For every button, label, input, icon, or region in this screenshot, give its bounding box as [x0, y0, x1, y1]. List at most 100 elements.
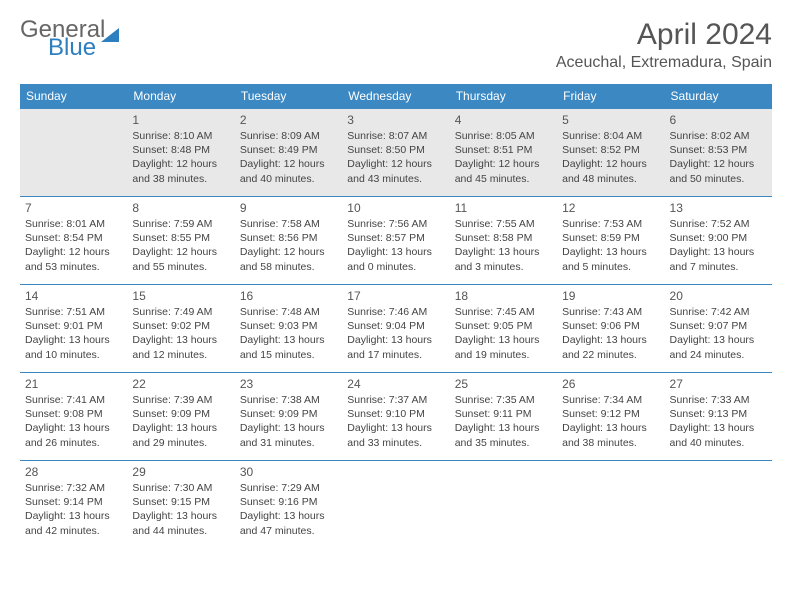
day-details: Sunrise: 7:33 AMSunset: 9:13 PMDaylight:… [670, 393, 767, 450]
day-details: Sunrise: 8:01 AMSunset: 8:54 PMDaylight:… [25, 217, 122, 274]
day-number: 17 [347, 289, 444, 303]
day-number: 8 [132, 201, 229, 215]
calendar-day-cell: 11 Sunrise: 7:55 AMSunset: 8:58 PMDayligh… [450, 197, 557, 285]
calendar-day-cell: 23Sunrise: 7:38 AMSunset: 9:09 PMDayligh… [235, 373, 342, 461]
day-details: Sunrise: 7:55 AMSunset: 8:58 PMDaylight:… [455, 217, 552, 274]
day-number: 16 [240, 289, 337, 303]
logo-text-blue: Blue [48, 36, 119, 60]
day-details: Sunrise: 7:58 AMSunset: 8:56 PMDaylight:… [240, 217, 337, 274]
calendar-day-cell: 26 Sunrise: 7:34 AMSunset: 9:12 PMDayligh… [557, 373, 664, 461]
calendar-day-cell [665, 461, 772, 549]
day-number: 25 [455, 377, 552, 391]
calendar-day-cell: 7 Sunrise: 8:01 AMSunset: 8:54 PMDaylight… [20, 197, 127, 285]
day-details: Sunrise: 7:45 AMSunset: 9:05 PMDaylight:… [455, 305, 552, 362]
day-number: 30 [240, 465, 337, 479]
day-number: 28 [25, 465, 122, 479]
calendar-day-cell: 27 Sunrise: 7:33 AMSunset: 9:13 PMDayligh… [665, 373, 772, 461]
day-details: Sunrise: 8:02 AMSunset: 8:53 PMDaylight:… [670, 129, 767, 186]
calendar-day-cell: 16 Sunrise: 7:48 AMSunset: 9:03 PMDayligh… [235, 285, 342, 373]
calendar-day-cell: 28 Sunrise: 7:32 AMSunset: 9:14 PMDayligh… [20, 461, 127, 549]
day-number: 20 [670, 289, 767, 303]
day-details: Sunrise: 7:39 AMSunset: 9:09 PMDaylight:… [132, 393, 229, 450]
day-number: 7 [25, 201, 122, 215]
calendar-day-cell: 14 Sunrise: 7:51 AMSunset: 9:01 PMDayligh… [20, 285, 127, 373]
day-number: 4 [455, 113, 552, 127]
day-details: Sunrise: 7:34 AMSunset: 9:12 PMDaylight:… [562, 393, 659, 450]
calendar-day-cell: 9 Sunrise: 7:58 AMSunset: 8:56 PMDaylight… [235, 197, 342, 285]
day-details: Sunrise: 8:10 AMSunset: 8:48 PMDaylight:… [132, 129, 229, 186]
day-number: 18 [455, 289, 552, 303]
day-number: 5 [562, 113, 659, 127]
day-number: 13 [670, 201, 767, 215]
day-number: 1 [132, 113, 229, 127]
calendar-day-cell: 17 Sunrise: 7:46 AMSunset: 9:04 PMDayligh… [342, 285, 449, 373]
day-number: 6 [670, 113, 767, 127]
calendar-week-row: 7 Sunrise: 8:01 AMSunset: 8:54 PMDaylight… [20, 197, 772, 285]
calendar-day-cell: 30 Sunrise: 7:29 AMSunset: 9:16 PMDayligh… [235, 461, 342, 549]
calendar-day-cell: 20Sunrise: 7:42 AMSunset: 9:07 PMDayligh… [665, 285, 772, 373]
day-number: 12 [562, 201, 659, 215]
calendar-day-cell: 4 Sunrise: 8:05 AMSunset: 8:51 PMDaylight… [450, 109, 557, 197]
day-details: Sunrise: 7:53 AMSunset: 8:59 PMDaylight:… [562, 217, 659, 274]
day-number: 10 [347, 201, 444, 215]
day-number: 23 [240, 377, 337, 391]
calendar-day-cell: 10 Sunrise: 7:56 AMSunset: 8:57 PMDayligh… [342, 197, 449, 285]
month-title: April 2024 [556, 18, 772, 52]
calendar-table: SundayMondayTuesdayWednesdayThursdayFrid… [20, 84, 772, 549]
day-details: Sunrise: 7:37 AMSunset: 9:10 PMDaylight:… [347, 393, 444, 450]
day-details: Sunrise: 7:51 AMSunset: 9:01 PMDaylight:… [25, 305, 122, 362]
day-details: Sunrise: 8:07 AMSunset: 8:50 PMDaylight:… [347, 129, 444, 186]
calendar-day-cell: 6 Sunrise: 8:02 AMSunset: 8:53 PMDaylight… [665, 109, 772, 197]
day-header: Tuesday [235, 84, 342, 109]
day-number: 9 [240, 201, 337, 215]
day-number: 11 [455, 201, 552, 215]
day-details: Sunrise: 7:32 AMSunset: 9:14 PMDaylight:… [25, 481, 122, 538]
day-number: 14 [25, 289, 122, 303]
day-details: Sunrise: 8:05 AMSunset: 8:51 PMDaylight:… [455, 129, 552, 186]
calendar-day-cell: 15 Sunrise: 7:49 AMSunset: 9:02 PMDayligh… [127, 285, 234, 373]
day-details: Sunrise: 7:52 AMSunset: 9:00 PMDaylight:… [670, 217, 767, 274]
header: General Blue April 2024 Aceuchal, Extrem… [20, 18, 772, 72]
calendar-week-row: 1 Sunrise: 8:10 AMSunset: 8:48 PMDaylight… [20, 109, 772, 197]
calendar-week-row: 28 Sunrise: 7:32 AMSunset: 9:14 PMDayligh… [20, 461, 772, 549]
day-details: Sunrise: 7:56 AMSunset: 8:57 PMDaylight:… [347, 217, 444, 274]
title-block: April 2024 Aceuchal, Extremadura, Spain [556, 18, 772, 72]
calendar-day-cell: 18 Sunrise: 7:45 AMSunset: 9:05 PMDayligh… [450, 285, 557, 373]
day-number: 26 [562, 377, 659, 391]
day-details: Sunrise: 7:41 AMSunset: 9:08 PMDaylight:… [25, 393, 122, 450]
day-header: Sunday [20, 84, 127, 109]
calendar-week-row: 14 Sunrise: 7:51 AMSunset: 9:01 PMDayligh… [20, 285, 772, 373]
calendar-day-cell: 3 Sunrise: 8:07 AMSunset: 8:50 PMDaylight… [342, 109, 449, 197]
day-header-row: SundayMondayTuesdayWednesdayThursdayFrid… [20, 84, 772, 109]
calendar-day-cell: 22Sunrise: 7:39 AMSunset: 9:09 PMDayligh… [127, 373, 234, 461]
day-header: Monday [127, 84, 234, 109]
day-number: 3 [347, 113, 444, 127]
day-details: Sunrise: 7:43 AMSunset: 9:06 PMDaylight:… [562, 305, 659, 362]
day-number: 15 [132, 289, 229, 303]
calendar-day-cell [20, 109, 127, 197]
calendar-day-cell: 21 Sunrise: 7:41 AMSunset: 9:08 PMDayligh… [20, 373, 127, 461]
day-details: Sunrise: 7:29 AMSunset: 9:16 PMDaylight:… [240, 481, 337, 538]
calendar-day-cell: 25Sunrise: 7:35 AMSunset: 9:11 PMDayligh… [450, 373, 557, 461]
day-details: Sunrise: 8:09 AMSunset: 8:49 PMDaylight:… [240, 129, 337, 186]
calendar-day-cell: 12 Sunrise: 7:53 AMSunset: 8:59 PMDayligh… [557, 197, 664, 285]
calendar-day-cell [342, 461, 449, 549]
day-details: Sunrise: 7:46 AMSunset: 9:04 PMDaylight:… [347, 305, 444, 362]
day-header: Wednesday [342, 84, 449, 109]
calendar-day-cell [450, 461, 557, 549]
day-number: 29 [132, 465, 229, 479]
day-details: Sunrise: 7:48 AMSunset: 9:03 PMDaylight:… [240, 305, 337, 362]
day-details: Sunrise: 7:30 AMSunset: 9:15 PMDaylight:… [132, 481, 229, 538]
location-text: Aceuchal, Extremadura, Spain [556, 54, 772, 72]
calendar-week-row: 21 Sunrise: 7:41 AMSunset: 9:08 PMDayligh… [20, 373, 772, 461]
day-details: Sunrise: 7:49 AMSunset: 9:02 PMDaylight:… [132, 305, 229, 362]
calendar-day-cell: 2 Sunrise: 8:09 AMSunset: 8:49 PMDaylight… [235, 109, 342, 197]
calendar-day-cell: 13 Sunrise: 7:52 AMSunset: 9:00 PMDayligh… [665, 197, 772, 285]
day-number: 19 [562, 289, 659, 303]
day-number: 27 [670, 377, 767, 391]
day-header: Saturday [665, 84, 772, 109]
day-number: 21 [25, 377, 122, 391]
day-header: Friday [557, 84, 664, 109]
day-number: 2 [240, 113, 337, 127]
calendar-day-cell: 5Sunrise: 8:04 AMSunset: 8:52 PMDaylight… [557, 109, 664, 197]
